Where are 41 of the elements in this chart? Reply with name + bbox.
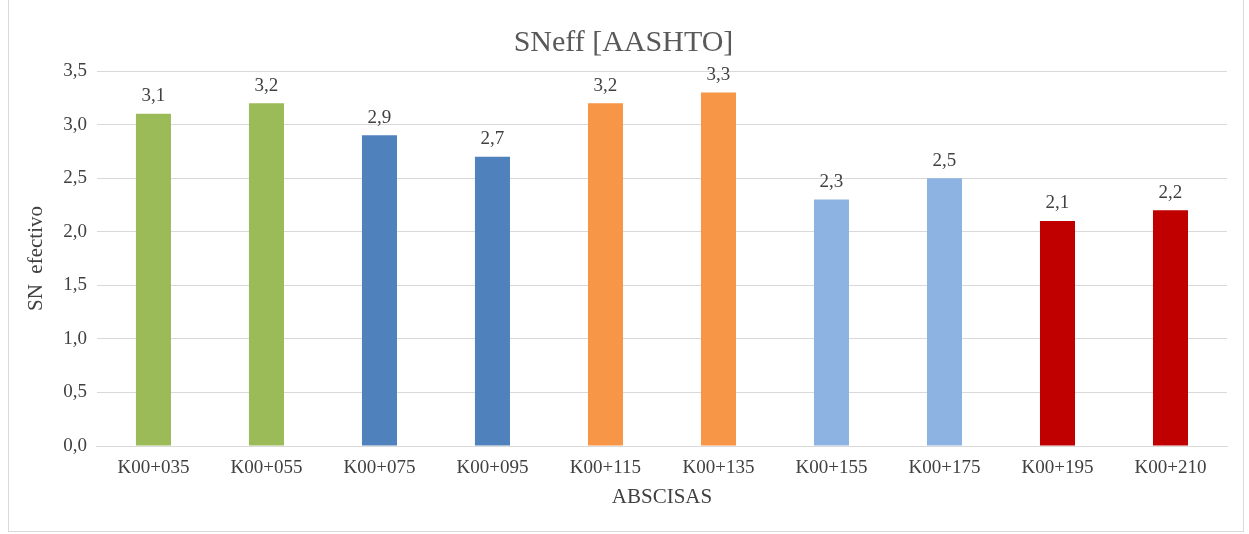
- y-tick-label: 1,0: [63, 326, 87, 348]
- y-tick-label: 3,0: [63, 112, 87, 134]
- bar: [813, 199, 849, 446]
- bar: [1152, 210, 1189, 446]
- x-tick-label: K00+115: [569, 456, 642, 478]
- y-tick-label: 0,0: [63, 433, 87, 455]
- chart-title: SNeff [AASHTO]: [513, 23, 734, 57]
- x-tick-label: K00+175: [908, 456, 981, 478]
- data-label: 3,2: [593, 73, 618, 95]
- bar: [700, 92, 736, 446]
- data-label: 2,2: [1158, 180, 1183, 202]
- data-label: 2,7: [480, 127, 505, 149]
- bar: [587, 103, 623, 446]
- bar: [248, 103, 284, 446]
- data-label: 2,5: [932, 148, 957, 170]
- x-tick-label: K00+075: [343, 456, 416, 478]
- x-tick-label: K00+210: [1134, 456, 1207, 478]
- x-tick-label: K00+055: [230, 456, 303, 478]
- data-label: 2,1: [1045, 191, 1070, 213]
- x-tick-label: K00+155: [795, 456, 868, 478]
- x-tick-label: K00+135: [682, 456, 755, 478]
- y-tick-label: 2,5: [63, 166, 87, 188]
- y-axis-title: SN efectivo: [23, 206, 48, 311]
- data-label: 3,2: [254, 73, 279, 95]
- data-label: 2,3: [819, 170, 844, 192]
- y-tick-label: 3,5: [63, 58, 87, 80]
- x-tick-label: K00+035: [117, 456, 190, 478]
- x-tick-label: K00+095: [456, 456, 529, 478]
- data-label: 3,1: [141, 84, 166, 106]
- x-tick-label: K00+195: [1021, 456, 1094, 478]
- bar: [1039, 221, 1076, 446]
- bar: [135, 113, 171, 446]
- bar: [361, 135, 397, 446]
- x-axis-title: ABSCISAS: [611, 483, 713, 508]
- y-tick-label: 0,5: [63, 380, 87, 402]
- data-label: 3,3: [706, 62, 731, 84]
- y-tick-label: 1,5: [63, 273, 87, 295]
- data-label: 2,9: [367, 105, 392, 127]
- bar: [926, 178, 962, 446]
- bar: [474, 156, 510, 446]
- y-tick-label: 2,0: [63, 219, 87, 241]
